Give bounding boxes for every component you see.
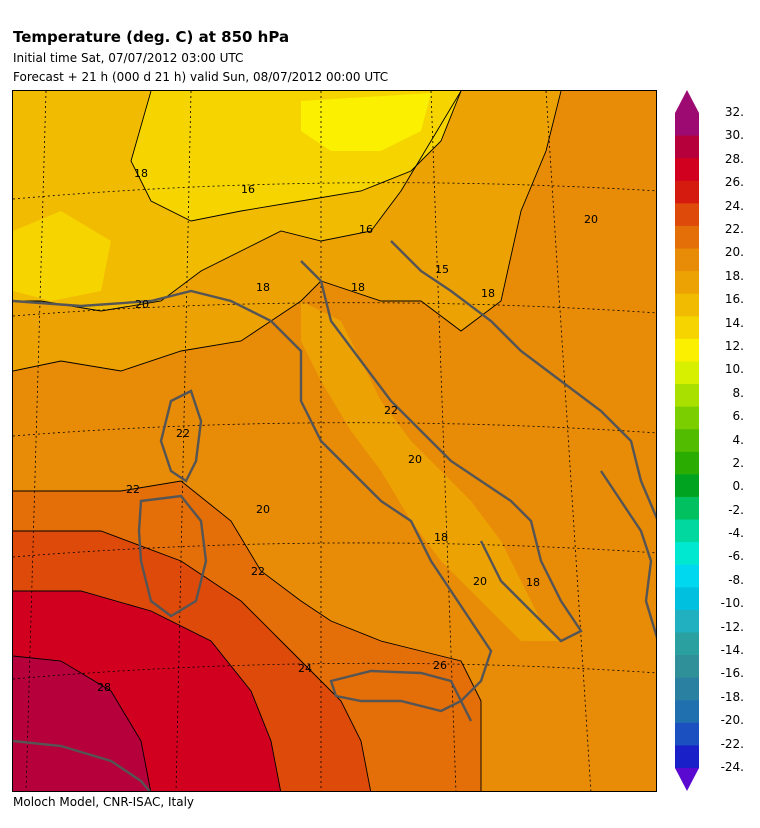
- scale-label: 32.: [724, 105, 744, 119]
- scale-cell: [675, 496, 699, 521]
- scale-cell: [675, 677, 699, 701]
- scale-label: 26.: [724, 175, 744, 190]
- scale-label: -10.: [720, 596, 744, 611]
- scale-label: -14.: [720, 643, 744, 658]
- scale-cell: [675, 745, 699, 769]
- temperature-map: 18 16 20 16 15 18 18 18 20 22 22 22 20 22 18 18 20 20 24 28…: [12, 90, 657, 792]
- scale-cell: [675, 316, 699, 340]
- contour-label: 20: [584, 213, 598, 226]
- scale-label: 12.: [724, 338, 744, 353]
- color-scale-svg: [675, 90, 699, 791]
- scale-cell: [675, 655, 699, 679]
- scale-cell: [675, 542, 699, 566]
- zone-14-west: [13, 211, 111, 301]
- contour-label: 22: [251, 565, 265, 578]
- scale-label: 4.: [732, 432, 744, 447]
- scale-cell: [675, 384, 699, 408]
- scale-label: -6.: [728, 549, 744, 564]
- scale-label: 2.: [732, 455, 744, 470]
- scale-label: 18.: [724, 268, 744, 283]
- contour-label: 20: [135, 298, 149, 311]
- scale-cell: [675, 519, 699, 543]
- scale-cell: [675, 632, 699, 656]
- contour-label: 24: [298, 662, 312, 675]
- scale-label: 0.: [732, 479, 744, 494]
- scale-label: 24.: [724, 198, 744, 213]
- scale-cell: [675, 722, 699, 746]
- scale-cell: [675, 587, 699, 611]
- scale-label: 30.: [724, 128, 744, 143]
- scale-cell: [675, 338, 699, 362]
- graticule: [13, 91, 656, 791]
- contour-label: 20: [256, 503, 270, 516]
- scale-cell: [675, 406, 699, 430]
- scale-label: 16.: [724, 292, 744, 307]
- contour-label: 28: [97, 681, 111, 694]
- initial-time: Initial time Sat, 07/07/2012 03:00 UTC: [13, 51, 244, 65]
- scale-cell: [675, 158, 699, 182]
- scale-label: -8.: [728, 572, 744, 587]
- scale-cell: [675, 248, 699, 272]
- scale-cell: [675, 564, 699, 588]
- contour-label: 16: [359, 223, 373, 236]
- coastlines: [13, 240, 656, 791]
- scale-label: 28.: [724, 151, 744, 166]
- isotherm-lines: [13, 91, 562, 791]
- scale-label: 10.: [724, 362, 744, 377]
- scale-cell: [675, 113, 699, 137]
- contour-label: 18: [434, 531, 448, 544]
- zone-18-italy: [301, 301, 561, 641]
- contour-label: 26: [433, 659, 447, 672]
- scale-label: 14.: [724, 315, 744, 330]
- scale-cell: [675, 135, 699, 159]
- scale-label: -16.: [720, 666, 744, 681]
- scale-label: -4.: [728, 526, 744, 541]
- contour-label: 18: [481, 287, 495, 300]
- contour-label: 22: [384, 404, 398, 417]
- scale-label: -2.: [728, 502, 744, 517]
- scale-cell: [675, 271, 699, 295]
- scale-cell: [675, 474, 699, 498]
- contour-label: 16: [241, 183, 255, 196]
- scale-label: -20.: [720, 713, 744, 728]
- scale-cell: [675, 293, 699, 317]
- scale-cell: [675, 451, 699, 475]
- scale-label: -22.: [720, 736, 744, 751]
- scale-top-arrow: [675, 90, 699, 113]
- forecast-time: Forecast + 21 h (000 d 21 h) valid Sun, …: [13, 70, 389, 84]
- scale-label: 20.: [724, 245, 744, 260]
- contour-label: 18: [526, 576, 540, 589]
- contour-label: 18: [256, 281, 270, 294]
- contour-label: 18: [351, 281, 365, 294]
- color-scale-bar: [672, 88, 702, 793]
- contour-label: 15: [435, 263, 449, 276]
- scale-cell: [675, 180, 699, 204]
- scale-bottom-arrow: [675, 768, 699, 791]
- scale-cell: [675, 361, 699, 385]
- contour-label: 22: [126, 483, 140, 496]
- scale-cell: [675, 429, 699, 453]
- scale-cell: [675, 700, 699, 724]
- map-title: Temperature (deg. C) at 850 hPa: [13, 28, 290, 46]
- contour-labels: 18 16 20 16 15 18 18 18 20 22 22 22 20 22 18 18 20 20 24 28…: [97, 167, 598, 694]
- contour-label: 20: [473, 575, 487, 588]
- contour-label: 22: [176, 427, 190, 440]
- scale-label: -18.: [720, 689, 744, 704]
- scale-cell: [675, 609, 699, 633]
- model-credit: Moloch Model, CNR-ISAC, Italy: [13, 795, 195, 809]
- scale-label: 22.: [724, 221, 744, 236]
- scale-label: -12.: [720, 619, 744, 634]
- zone-12: [301, 93, 431, 151]
- map-canvas: 18 16 20 16 15 18 18 18 20 22 22 22 20 22 18 18 20 20 24 28…: [13, 91, 656, 791]
- scale-cell: [675, 203, 699, 227]
- contour-label: 20: [408, 453, 422, 466]
- scale-cell: [675, 225, 699, 250]
- scale-label: -24.: [720, 760, 744, 774]
- zone-28: [13, 656, 151, 791]
- scale-label: 6.: [732, 409, 744, 424]
- scale-label: 8.: [732, 385, 744, 400]
- contour-label: 18: [134, 167, 148, 180]
